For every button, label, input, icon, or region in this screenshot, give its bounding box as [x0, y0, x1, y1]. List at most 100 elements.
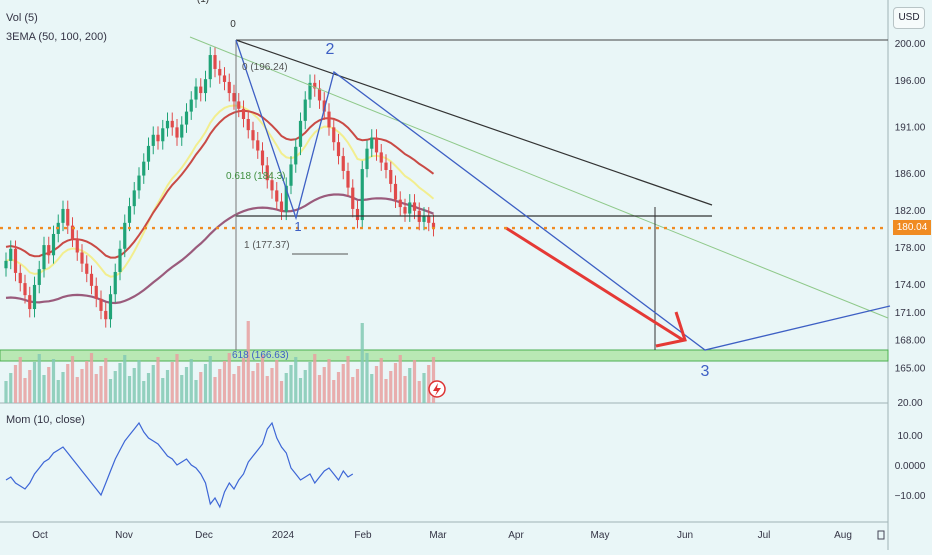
volume-bar: [170, 362, 174, 403]
candle-body: [393, 183, 398, 200]
volume-bar: [104, 358, 108, 403]
volume-bar: [99, 366, 103, 403]
candle-body: [146, 145, 151, 162]
candle-body: [18, 272, 22, 284]
volume-bar: [379, 358, 383, 403]
volume-bar: [322, 367, 326, 403]
candle-body: [294, 146, 298, 165]
candle-body: [284, 185, 288, 212]
candle-body: [132, 190, 136, 207]
candle-body: [75, 238, 79, 253]
candle-body: [237, 101, 241, 109]
volume-bar: [389, 371, 393, 403]
volume-bar: [256, 363, 260, 403]
candle-body: [270, 180, 274, 191]
volume-bar: [137, 360, 141, 403]
volume-bar: [417, 381, 421, 403]
y-tick-label: 191.00: [895, 122, 926, 133]
x-tick-label: Jun: [677, 530, 693, 541]
candle-body: [47, 245, 51, 256]
candle-body: [137, 175, 141, 191]
candle-body: [408, 202, 412, 214]
volume-bar: [431, 357, 436, 403]
momentum-indicator-label: Mom (10, close): [6, 414, 85, 426]
candle-body: [341, 156, 345, 171]
price-pane-bg: [0, 0, 888, 403]
volume-bar: [80, 369, 84, 403]
candle-body: [85, 263, 89, 274]
volume-bar: [265, 376, 269, 403]
candle-body: [389, 169, 393, 184]
candle-body: [32, 284, 37, 310]
y-tick-label: 200.00: [895, 39, 926, 50]
volume-bar: [313, 354, 317, 403]
volume-bar: [28, 370, 32, 403]
volume-bar: [37, 354, 41, 403]
candle-body: [246, 119, 250, 131]
x-tick-label: Jul: [758, 530, 771, 541]
candle-body: [422, 215, 426, 222]
candle-body: [170, 120, 174, 128]
x-tick-label: 2024: [272, 530, 295, 541]
candle-body: [303, 99, 307, 121]
candle-body: [332, 127, 336, 143]
candle-body: [208, 55, 212, 80]
candle-body: [317, 88, 322, 101]
candle-body: [379, 152, 383, 163]
volume-bar: [360, 323, 364, 403]
volume-bar: [175, 354, 179, 403]
candle-body: [127, 206, 132, 223]
volume-bar: [412, 360, 417, 403]
candle-body: [355, 208, 360, 221]
candle-body: [161, 128, 165, 142]
currency-button[interactable]: USD: [893, 7, 925, 29]
y-tick-label: 182.00: [895, 206, 926, 217]
candle-body: [336, 142, 341, 157]
volume-bar: [341, 364, 345, 403]
volume-bar: [213, 377, 217, 403]
volume-bar: [298, 378, 303, 403]
candle-body: [108, 294, 113, 320]
momentum-tick-label: −10.00: [895, 491, 926, 502]
candle-body: [199, 86, 203, 94]
volume-bar: [75, 377, 79, 403]
fib-level-label: 0.618 (184.3): [226, 171, 286, 182]
volume-bar: [260, 355, 265, 403]
volume-bar: [85, 361, 89, 403]
volume-bar: [427, 365, 431, 403]
volume-bar: [393, 363, 398, 403]
x-tick-label: Feb: [354, 530, 372, 541]
volume-bar: [13, 365, 18, 403]
volume-bar: [289, 365, 293, 403]
volume-bar: [227, 353, 231, 403]
candle-body: [94, 285, 98, 299]
candle-body: [241, 108, 246, 120]
volume-bar: [161, 378, 165, 403]
volume-bar: [194, 380, 198, 403]
momentum-tick-label: 10.00: [897, 431, 922, 442]
wave-label: 0: [230, 19, 236, 30]
candle-body: [346, 170, 350, 188]
y-tick-label: 186.00: [895, 169, 926, 180]
x-tick-label: Dec: [195, 530, 213, 541]
fib-level-label: 1 (177.37): [244, 240, 290, 251]
candle-body: [213, 55, 217, 69]
volume-bar: [332, 380, 336, 403]
x-tick-label: Aug: [834, 530, 852, 541]
x-tick-label: Oct: [32, 530, 48, 541]
momentum-line: [5, 421, 354, 509]
volume-bar: [422, 373, 426, 403]
volume-bar: [279, 381, 284, 403]
volume-bar: [374, 366, 379, 403]
volume-bar: [308, 362, 312, 403]
volume-bar: [303, 370, 307, 403]
x-tick-label: Apr: [508, 530, 524, 541]
candle-body: [222, 75, 227, 82]
candle-body: [313, 82, 317, 89]
wave-label: 3: [701, 363, 710, 380]
candle-body: [118, 248, 122, 272]
candle-body: [403, 207, 407, 214]
candle-body: [275, 190, 279, 202]
